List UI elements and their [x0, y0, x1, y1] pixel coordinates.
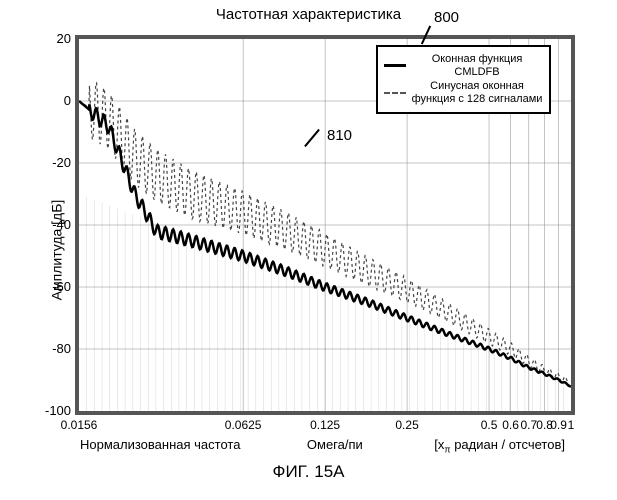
x-axis-label-row: Нормализованная частота Омега/пи [xπ рад… — [75, 437, 575, 455]
legend-row-sine128: Синусная оконная функция с 128 сигналами — [384, 80, 543, 105]
xlabel-a: Нормализованная частота — [80, 437, 240, 455]
y-tick: 20 — [45, 31, 71, 46]
callout-800: 800 — [434, 9, 459, 26]
x-tick: 0.6 — [502, 418, 519, 432]
y-tick: -40 — [45, 217, 71, 232]
x-tick: 0.9 — [550, 418, 567, 432]
legend-box: Оконная функция CMLDFB Синусная оконная … — [376, 45, 551, 114]
legend-swatch-dash — [384, 92, 406, 94]
x-tick: 0.0156 — [61, 418, 98, 432]
xlabel-b: Омега/пи — [307, 437, 363, 455]
legend-label-sine128: Синусная оконная функция с 128 сигналами — [411, 80, 543, 105]
x-tick: 0.7 — [520, 418, 537, 432]
figure-caption: ФИГ. 15A — [273, 462, 345, 482]
xlabel-c: [xπ радиан / отсчетов] — [429, 437, 570, 455]
y-tick: 0 — [45, 93, 71, 108]
y-tick: -60 — [45, 279, 71, 294]
y-tick: -20 — [45, 155, 71, 170]
legend-row-cmldfb: Оконная функция CMLDFB — [384, 53, 543, 78]
callout-810: 810 — [327, 127, 352, 144]
x-tick: 0.25 — [395, 418, 418, 432]
legend-swatch-solid — [384, 64, 406, 67]
y-tick: -80 — [45, 341, 71, 356]
x-tick: 0.5 — [481, 418, 498, 432]
plot-area: Оконная функция CMLDFB Синусная оконная … — [75, 35, 575, 415]
x-tick: 0.0625 — [225, 418, 262, 432]
x-tick: 1 — [568, 418, 575, 432]
chart-title: Частотная характеристика — [216, 6, 401, 23]
x-tick: 0.125 — [310, 418, 340, 432]
figure-container: Частотная характеристика Амплитуда [дБ] … — [0, 0, 617, 500]
y-tick: -100 — [45, 403, 71, 418]
legend-label-cmldfb: Оконная функция CMLDFB — [411, 53, 543, 78]
